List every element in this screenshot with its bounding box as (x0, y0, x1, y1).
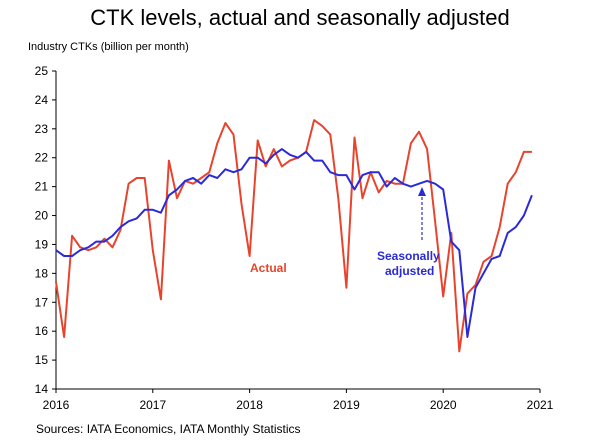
series-line-actual (55, 119, 532, 353)
series-line-seasonally-adjusted (55, 148, 533, 338)
y-tick-label: 16 (35, 324, 49, 338)
y-tick-label: 20 (35, 209, 49, 223)
y-tick-label: 21 (35, 180, 49, 194)
y-tick-label: 24 (35, 93, 49, 107)
y-tick-label: 19 (35, 237, 49, 251)
y-tick-label: 14 (35, 382, 49, 396)
source-note: Sources: IATA Economics, IATA Monthly St… (36, 422, 301, 436)
y-tick-label: 15 (35, 353, 49, 367)
y-tick-label: 22 (35, 151, 49, 165)
annotation-arrowhead (418, 187, 426, 196)
y-tick-label: 18 (35, 266, 49, 280)
x-tick-label: 2020 (430, 398, 457, 412)
x-tick-label: 2016 (43, 398, 70, 412)
x-tick-label: 2019 (333, 398, 360, 412)
chart-title: CTK levels, actual and seasonally adjust… (90, 5, 510, 30)
series-lines (55, 119, 533, 353)
y-tick-label: 23 (35, 122, 49, 136)
axes (55, 71, 540, 390)
x-tick-label: 2017 (139, 398, 166, 412)
y-axis-label: Industry CTKs (billion per month) (28, 41, 189, 53)
annotation-actual: Actual (250, 261, 287, 275)
x-tick-label: 2021 (527, 398, 554, 412)
x-tick-label: 2018 (236, 398, 263, 412)
annotations: Actual Seasonally adjusted (250, 187, 440, 278)
y-ticks: 14 15 16 17 18 19 20 21 22 23 24 25 (35, 64, 56, 396)
y-tick-label: 25 (35, 64, 49, 78)
y-tick-label: 17 (35, 295, 49, 309)
x-ticks: 2016 2017 2018 2019 2020 2021 (43, 389, 554, 412)
annotation-seasonally: Seasonally (377, 249, 440, 263)
annotation-adjusted: adjusted (385, 264, 434, 278)
